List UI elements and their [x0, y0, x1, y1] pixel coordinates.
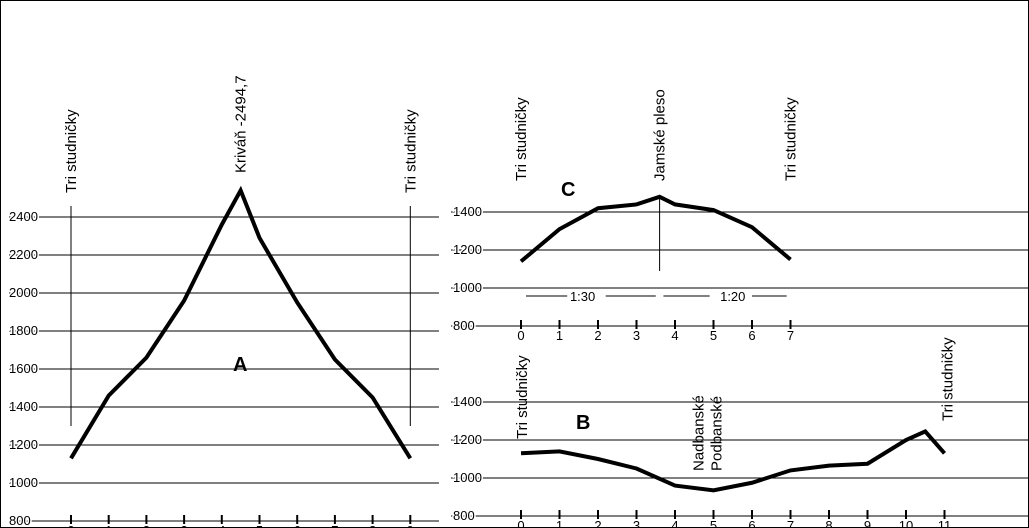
x-tick-label-b-7: 7	[787, 518, 794, 527]
x-tick-label-a-9: 9	[407, 523, 414, 527]
x-tick-label-a-0: 0	[67, 523, 74, 527]
place-label-b-2: Podbanské	[709, 396, 726, 471]
x-tick-label-c-0: 0	[517, 328, 524, 343]
y-tick-label-a-1200: 1200	[9, 437, 38, 452]
y-tick-label-b-1400: 1400	[453, 394, 482, 409]
x-tick-label-c-3: 3	[633, 328, 640, 343]
x-tick-label-c-1: 1	[556, 328, 563, 343]
x-tick-label-b-10: 10	[899, 518, 913, 527]
x-tick-label-c-7: 7	[787, 328, 794, 343]
y-tick-label-a-1600: 1600	[9, 361, 38, 376]
x-tick-label-b-3: 3	[633, 518, 640, 527]
x-tick-label-a-6: 6	[294, 523, 301, 527]
place-label-b-1: Nadbanské	[691, 395, 708, 471]
y-tick-label-a-2200: 2200	[9, 247, 38, 262]
x-tick-label-a-1: 1	[105, 523, 112, 527]
y-tick-label-a-1800: 1800	[9, 323, 38, 338]
y-tick-label-a-800: 800	[9, 513, 31, 527]
x-tick-label-a-4: 4	[218, 523, 225, 527]
place-label-b-3: Tri studničky	[940, 337, 957, 421]
y-tick-label-c-1400: 1400	[453, 204, 482, 219]
x-tick-label-b-6: 6	[748, 518, 755, 527]
profile-label-a: A	[233, 354, 247, 376]
place-label-a-1: Kriváň -2494,7	[233, 75, 250, 173]
x-tick-label-a-2: 2	[143, 523, 150, 527]
x-tick-label-b-2: 2	[594, 518, 601, 527]
x-tick-label-c-5: 5	[710, 328, 717, 343]
place-label-b-0: Tri studničky	[514, 355, 531, 439]
x-tick-label-b-11: 11	[938, 518, 952, 527]
place-label-c-0: Tri studničky	[513, 97, 530, 181]
x-tick-label-b-9: 9	[864, 518, 871, 527]
x-tick-label-b-5: 5	[710, 518, 717, 527]
x-tick-label-a-7: 7	[331, 523, 338, 527]
place-label-a-2: Tri studničky	[402, 109, 419, 193]
profile-label-c: C	[561, 179, 575, 201]
x-tick-label-c-4: 4	[671, 328, 678, 343]
x-tick-label-b-1: 1	[556, 518, 563, 527]
x-tick-label-a-3: 3	[180, 523, 187, 527]
y-tick-label-c-800: 800	[453, 318, 475, 333]
x-tick-label-b-4: 4	[671, 518, 678, 527]
profile-line-a	[69, 185, 412, 460]
y-tick-label-b-1200: 1200	[453, 432, 482, 447]
y-tick-label-a-2400: 2400	[9, 209, 38, 224]
place-label-c-2: Tri studničky	[783, 97, 800, 181]
ratio-label-c-0: 1:30	[570, 289, 595, 304]
x-tick-label-c-6: 6	[748, 328, 755, 343]
x-tick-label-b-8: 8	[825, 518, 832, 527]
x-tick-label-a-5: 5	[256, 523, 263, 527]
y-tick-label-c-1000: 1000	[453, 280, 482, 295]
y-tick-label-b-800: 800	[453, 508, 475, 523]
y-tick-label-c-1200: 1200	[453, 242, 482, 257]
ratio-label-c-1: 1:20	[720, 289, 745, 304]
place-label-c-1: Jamské pleso	[652, 89, 669, 181]
x-tick-label-a-8: 8	[369, 523, 376, 527]
profile-line-c	[519, 194, 792, 263]
x-tick-label-b-0: 0	[517, 518, 524, 527]
x-tick-label-c-2: 2	[594, 328, 601, 343]
y-tick-label-a-2000: 2000	[9, 285, 38, 300]
place-label-a-0: Tri studničky	[63, 109, 80, 193]
y-tick-label-b-1000: 1000	[453, 470, 482, 485]
y-tick-label-a-1400: 1400	[9, 399, 38, 414]
profile-label-b: B	[576, 412, 590, 434]
y-tick-label-a-1000: 1000	[9, 475, 38, 490]
